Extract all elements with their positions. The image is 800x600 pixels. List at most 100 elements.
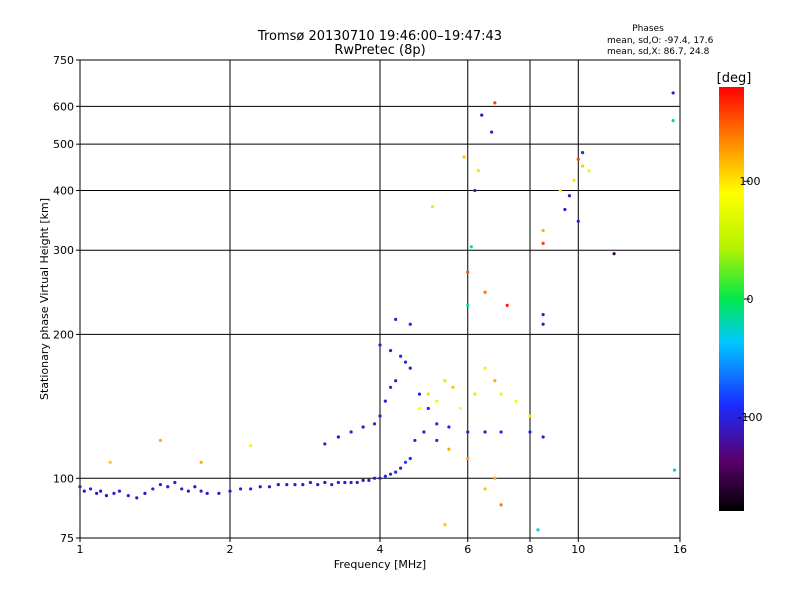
data-point bbox=[426, 392, 430, 396]
data-point bbox=[258, 485, 262, 489]
data-point bbox=[612, 252, 616, 256]
data-point bbox=[336, 435, 340, 439]
phase-info-title: Phases bbox=[632, 24, 664, 34]
data-point bbox=[249, 487, 253, 491]
data-point bbox=[528, 414, 532, 418]
data-point bbox=[323, 480, 327, 485]
data-point bbox=[349, 430, 353, 434]
data-point bbox=[372, 422, 377, 426]
data-point bbox=[399, 354, 403, 358]
data-point bbox=[413, 438, 417, 443]
data-point bbox=[316, 483, 320, 487]
data-point bbox=[394, 317, 398, 321]
data-point bbox=[403, 360, 408, 364]
y-tick-label: 500 bbox=[53, 138, 74, 151]
data-point bbox=[462, 155, 466, 159]
data-point bbox=[426, 406, 430, 411]
data-point bbox=[367, 478, 371, 482]
data-point bbox=[672, 468, 677, 472]
data-point bbox=[435, 438, 439, 443]
data-point bbox=[378, 414, 382, 418]
colorbar bbox=[719, 87, 744, 511]
y-tick-label: 600 bbox=[53, 100, 74, 113]
x-tick-label: 4 bbox=[377, 543, 384, 556]
data-point bbox=[493, 476, 497, 480]
y-tick-label: 200 bbox=[53, 328, 74, 341]
data-point bbox=[158, 483, 163, 487]
data-point bbox=[408, 456, 412, 461]
data-point bbox=[78, 485, 82, 489]
data-point bbox=[483, 487, 487, 491]
data-point bbox=[490, 130, 494, 134]
data-point bbox=[112, 491, 116, 495]
data-point bbox=[104, 493, 109, 498]
colorbar-tick-label: 0 bbox=[747, 293, 754, 306]
data-point bbox=[126, 493, 130, 498]
y-tick-label: 750 bbox=[53, 54, 74, 67]
data-point bbox=[399, 466, 403, 470]
data-point bbox=[505, 303, 509, 307]
data-point bbox=[173, 480, 177, 485]
data-point bbox=[336, 480, 340, 485]
data-point bbox=[514, 399, 518, 403]
y-tick-label: 400 bbox=[53, 184, 74, 197]
data-point bbox=[361, 425, 365, 429]
data-point bbox=[558, 188, 562, 193]
data-point bbox=[576, 219, 580, 223]
data-point bbox=[330, 483, 334, 487]
colorbar-ticks: 100 0 -100 bbox=[738, 175, 763, 424]
data-point bbox=[394, 470, 398, 474]
y-tick-label: 75 bbox=[60, 532, 74, 545]
data-point bbox=[466, 430, 470, 434]
grid-lines bbox=[80, 60, 680, 538]
data-point bbox=[108, 460, 112, 464]
x-tick-label: 6 bbox=[464, 543, 471, 556]
data-point bbox=[541, 313, 545, 317]
data-point bbox=[199, 489, 203, 493]
data-point bbox=[408, 322, 412, 326]
data-point bbox=[476, 169, 480, 173]
data-point bbox=[480, 113, 484, 117]
data-point bbox=[473, 392, 477, 396]
colorbar-label: [deg] bbox=[717, 71, 752, 86]
data-point bbox=[493, 379, 497, 383]
data-point bbox=[430, 205, 435, 209]
data-point bbox=[541, 435, 545, 439]
data-point bbox=[458, 406, 463, 411]
data-point bbox=[580, 151, 585, 155]
data-point bbox=[499, 392, 503, 396]
chart-subtitle: RwPretec (8p) bbox=[334, 43, 425, 58]
data-point bbox=[422, 430, 426, 434]
x-tick-label: 8 bbox=[527, 543, 534, 556]
data-point bbox=[671, 91, 675, 95]
data-point bbox=[383, 399, 387, 403]
data-point bbox=[378, 476, 382, 480]
data-point bbox=[151, 487, 155, 491]
data-point bbox=[567, 194, 572, 198]
data-point bbox=[576, 157, 580, 161]
data-point bbox=[285, 483, 289, 487]
data-point bbox=[469, 245, 473, 249]
data-point bbox=[541, 228, 545, 233]
data-point bbox=[443, 379, 447, 383]
data-point bbox=[417, 392, 422, 396]
chart-title: Tromsø 20130710 19:46:00–19:47:43 bbox=[257, 29, 502, 44]
data-point bbox=[323, 442, 327, 446]
x-tick-label: 2 bbox=[227, 543, 234, 556]
x-tick-label: 16 bbox=[673, 543, 687, 556]
data-point bbox=[205, 491, 209, 495]
x-tick-label: 1 bbox=[77, 543, 84, 556]
data-point bbox=[378, 343, 382, 347]
phase-info-x: mean, sd,X: 86.7, 24.8 bbox=[607, 47, 710, 57]
data-point bbox=[180, 487, 184, 491]
data-point bbox=[199, 460, 203, 464]
data-point bbox=[293, 483, 297, 487]
data-point bbox=[238, 487, 243, 491]
data-point bbox=[417, 406, 422, 411]
data-point bbox=[117, 489, 122, 493]
data-point bbox=[587, 169, 591, 173]
x-tick-label: 10 bbox=[571, 543, 585, 556]
data-point bbox=[276, 483, 280, 487]
data-point bbox=[217, 491, 221, 495]
data-point bbox=[443, 523, 447, 527]
